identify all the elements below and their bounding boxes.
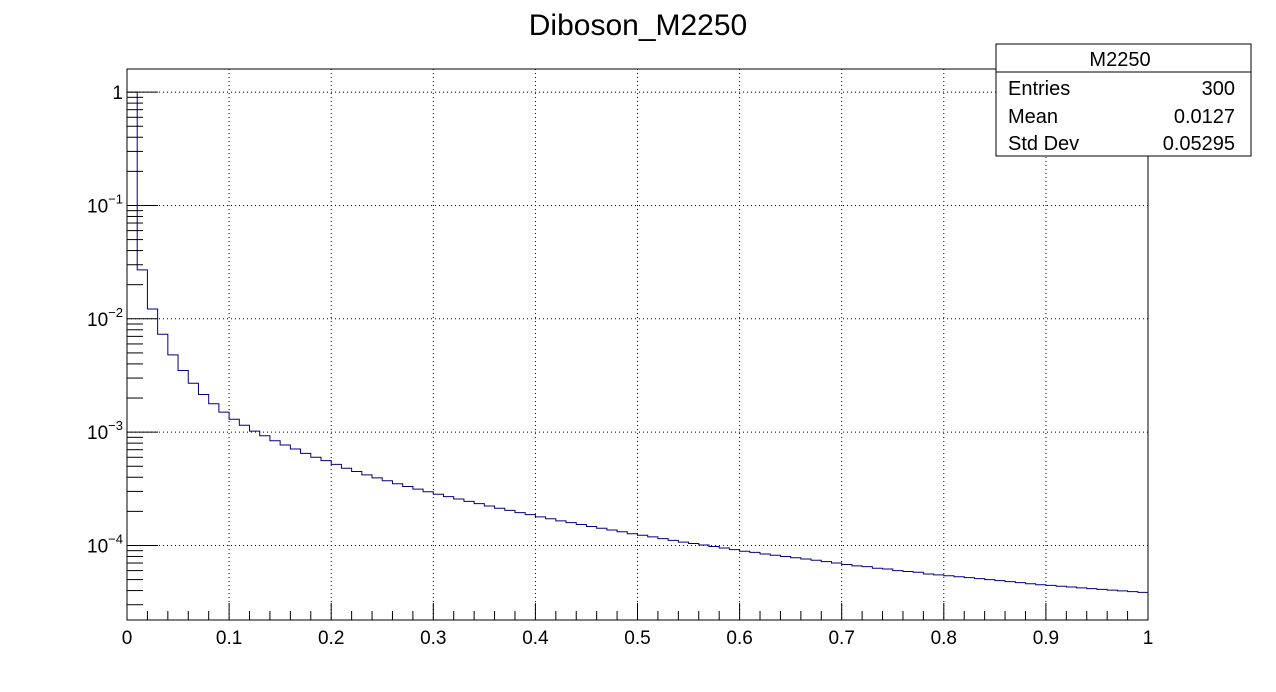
y-tick-label: 10−4 — [87, 531, 123, 557]
stats-box-frame — [995, 43, 1252, 157]
x-tick-label: 0.1 — [216, 628, 242, 649]
x-tick-label: 0 — [122, 628, 133, 649]
stats-box-title: M2250 — [1089, 49, 1150, 71]
stats-stddev-label: Std Dev — [1008, 133, 1079, 155]
series-layer — [126, 91, 1148, 620]
stats-entries-value: 300 — [1202, 78, 1235, 100]
x-tick-label: 0.6 — [726, 628, 752, 649]
x-tick-label: 0.4 — [522, 628, 549, 649]
y-tick-label: 10−2 — [87, 305, 123, 331]
x-tick-label: 0.2 — [318, 628, 344, 649]
stats-box: M2250 Entries 300 Mean 0.0127 Std Dev 0.… — [995, 43, 1252, 157]
stats-stddev-value: 0.05295 — [1163, 133, 1235, 155]
x-axis: 0 0.1 0.2 0.3 0.4 0.5 0.6 0.7 0.8 0.9 1 — [122, 603, 1154, 649]
stats-mean-label: Mean — [1008, 106, 1058, 128]
y-axis: 1 10−1 10−2 10−3 10−4 — [87, 83, 158, 606]
x-tick-label: 1 — [1143, 628, 1154, 649]
y-tick-label: 1 — [112, 83, 123, 104]
chart-title: Diboson_M2250 — [529, 9, 747, 42]
y-tick-label: 10−3 — [87, 418, 123, 444]
x-tick-label: 0.9 — [1033, 628, 1059, 649]
grid-lines — [127, 69, 1148, 620]
x-tick-label: 0.3 — [420, 628, 446, 649]
x-tick-label: 0.7 — [828, 628, 854, 649]
histogram-series-line — [126, 91, 1148, 620]
stats-mean-value: 0.0127 — [1174, 106, 1235, 128]
y-tick-label: 10−1 — [87, 191, 123, 217]
x-tick-label: 0.5 — [624, 628, 650, 649]
x-tick-label: 0.8 — [931, 628, 957, 649]
stats-entries-label: Entries — [1008, 78, 1070, 100]
